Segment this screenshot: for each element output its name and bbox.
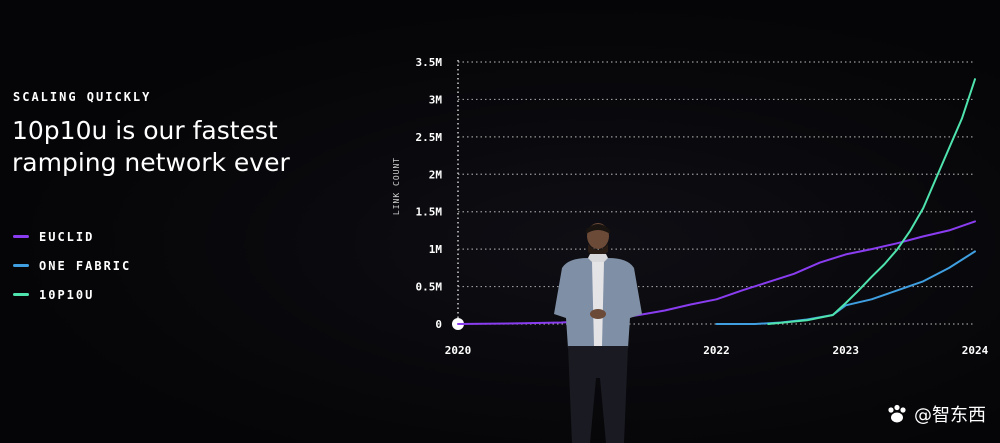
watermark: @智东西: [886, 401, 986, 427]
chart-gridlines: [458, 61, 975, 325]
legend-item-10p10u: 10P10U: [13, 280, 131, 309]
chart-series: [457, 78, 976, 325]
paw-logo-icon: [888, 404, 906, 423]
legend-item-one-fabric: ONE FABRIC: [13, 251, 131, 280]
legend-swatch-one-fabric: [13, 264, 29, 267]
legend-swatch-10p10u: [13, 293, 29, 296]
y-tick-label: 1.5M: [416, 206, 443, 219]
slide-eyebrow: SCALING QUICKLY: [13, 90, 152, 104]
y-tick-label: 0: [435, 318, 442, 331]
y-tick-label: 0.5M: [416, 281, 443, 294]
chart-labels: 0 0.5M 1M 1.5M 2M 2.5M 3M 3.5M 2020 2022 2023 2024 L…: [392, 56, 989, 357]
legend-label: 10P10U: [39, 287, 95, 302]
series-line-one-fabric: [715, 250, 976, 325]
y-tick-label: 1M: [429, 243, 443, 256]
y-tick-label: 2.5M: [416, 131, 443, 144]
legend-item-euclid: EUCLID: [13, 222, 131, 251]
slide-headline: 10p10u is our fastest ramping network ev…: [12, 116, 290, 177]
legend-label: EUCLID: [39, 229, 95, 244]
y-axis-title: LINK COUNT: [392, 157, 401, 215]
watermark-text: @智东西: [914, 405, 986, 426]
y-tick-label: 3M: [429, 93, 443, 106]
legend-label: ONE FABRIC: [39, 258, 132, 273]
chart-legend: EUCLID ONE FABRIC 10P10U: [13, 222, 131, 309]
x-tick-label: 2023: [833, 344, 860, 357]
speaker-figure: [554, 223, 642, 443]
series-line-10p10u: [767, 78, 976, 325]
x-tick-label: 2022: [703, 344, 730, 357]
chart-axes: [452, 60, 464, 330]
x-tick-label: 2020: [445, 344, 472, 357]
y-tick-label: 2M: [429, 168, 443, 181]
legend-swatch-euclid: [13, 235, 29, 238]
y-tick-label: 3.5M: [416, 56, 443, 69]
x-tick-label: 2024: [962, 344, 989, 357]
series-line-euclid: [457, 220, 976, 325]
